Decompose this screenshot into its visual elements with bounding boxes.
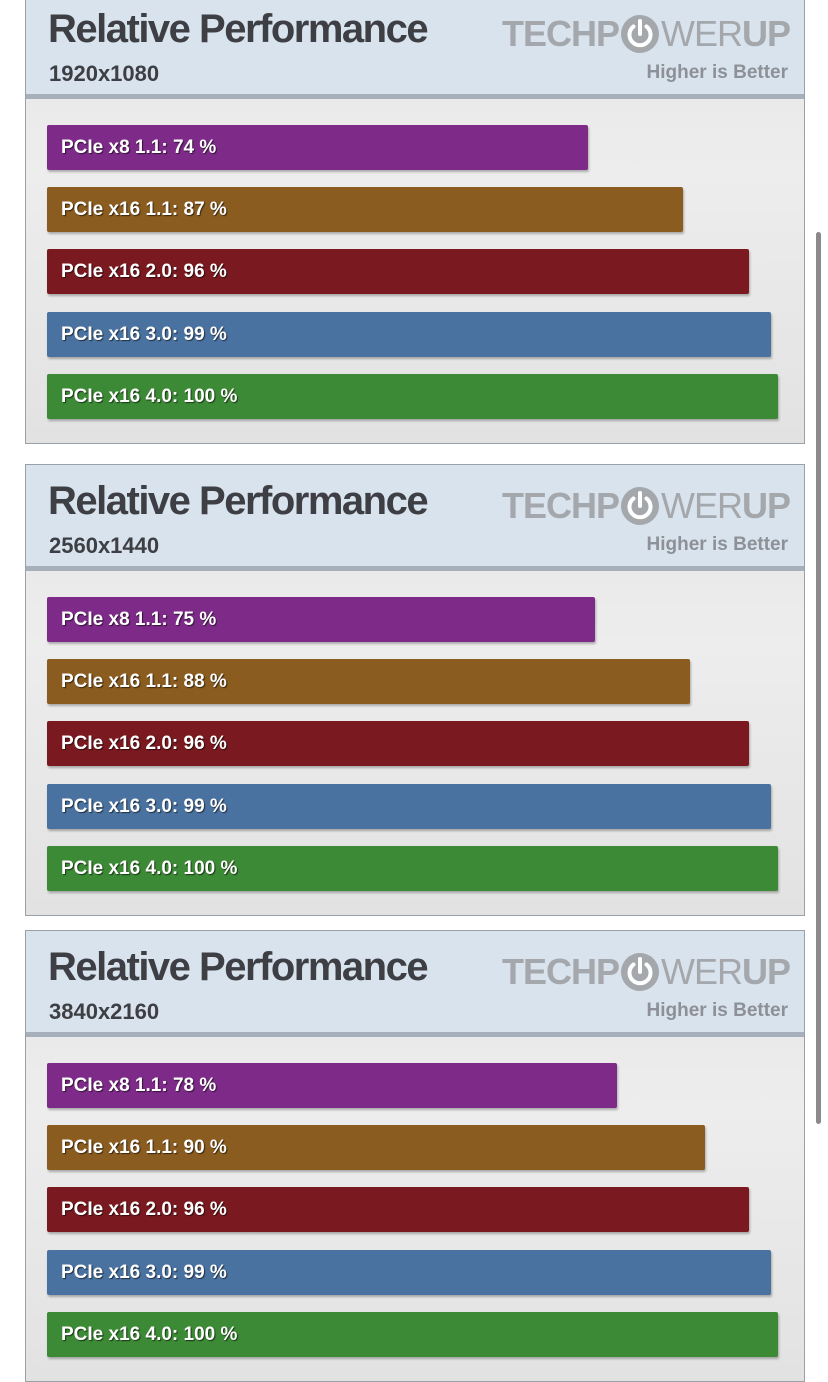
higher-is-better-label: Higher is Better <box>646 534 788 555</box>
bar-label: PCIe x16 1.1: 90 % <box>61 1137 227 1158</box>
chart-card: Relative Performance 3840x2160 TECHP WER UP H… <box>25 930 805 1382</box>
bar: PCIe x16 4.0: 100 % <box>47 374 778 419</box>
power-icon <box>620 486 660 526</box>
power-icon <box>620 952 660 992</box>
chart-card: Relative Performance 1920x1080 TECHP WER UP H… <box>25 0 805 444</box>
bar: PCIe x16 1.1: 87 % <box>47 187 683 232</box>
power-icon <box>620 14 660 54</box>
bar: PCIe x16 1.1: 88 % <box>47 659 690 704</box>
bar: PCIe x16 1.1: 90 % <box>47 1125 705 1170</box>
chart-title: Relative Performance <box>48 7 429 51</box>
chart-subtitle: 1920x1080 <box>49 61 160 86</box>
chart-subtitle: 3840x2160 <box>49 999 160 1024</box>
bar-label: PCIe x8 1.1: 74 % <box>61 137 217 158</box>
chart-header: Relative Performance 2560x1440 TECHP WER UP H… <box>26 465 804 571</box>
bar: PCIe x8 1.1: 75 % <box>47 597 595 642</box>
logo-text-prefix: TECHP <box>501 13 620 54</box>
bar-label: PCIe x16 3.0: 99 % <box>61 324 227 345</box>
bar: PCIe x16 2.0: 96 % <box>47 1187 749 1232</box>
bar: PCIe x16 3.0: 99 % <box>47 784 771 829</box>
bar: PCIe x8 1.1: 74 % <box>47 125 588 170</box>
bar: PCIe x8 1.1: 78 % <box>47 1063 617 1108</box>
chart-header: Relative Performance 3840x2160 TECHP WER UP H… <box>26 931 804 1037</box>
higher-is-better-label: Higher is Better <box>646 1000 788 1021</box>
bar-label: PCIe x16 2.0: 96 % <box>61 733 227 754</box>
logo-text-suffix: UP <box>741 13 791 54</box>
logo-text-prefix: TECHP <box>501 485 620 526</box>
bar: PCIe x16 3.0: 99 % <box>47 1250 771 1295</box>
bar: PCIe x16 2.0: 96 % <box>47 721 749 766</box>
bar-label: PCIe x16 4.0: 100 % <box>61 1324 238 1345</box>
bar-label: PCIe x8 1.1: 78 % <box>61 1075 217 1096</box>
bar-label: PCIe x16 4.0: 100 % <box>61 386 238 407</box>
bar-label: PCIe x16 2.0: 96 % <box>61 1199 227 1220</box>
higher-is-better-label: Higher is Better <box>646 62 788 83</box>
logo-text-mid: WER <box>660 485 743 526</box>
logo-text-mid: WER <box>660 13 743 54</box>
bar: PCIe x16 4.0: 100 % <box>47 846 778 891</box>
techpowerup-logo: TECHP WER UP <box>501 951 791 993</box>
bar-label: PCIe x16 1.1: 88 % <box>61 671 227 692</box>
logo-text-mid: WER <box>660 951 743 992</box>
bar-label: PCIe x16 3.0: 99 % <box>61 1262 227 1283</box>
bar-area: PCIe x8 1.1: 75 % PCIe x16 1.1: 88 % PCIe … <box>26 571 804 915</box>
bar: PCIe x16 4.0: 100 % <box>47 1312 778 1357</box>
bar-label: PCIe x16 3.0: 99 % <box>61 796 227 817</box>
chart-header: Relative Performance 1920x1080 TECHP WER UP H… <box>26 0 804 99</box>
bar-area: PCIe x8 1.1: 74 % PCIe x16 1.1: 87 % PCIe … <box>26 99 804 443</box>
techpowerup-logo: TECHP WER UP <box>501 485 791 527</box>
chart-card: Relative Performance 2560x1440 TECHP WER UP H… <box>25 464 805 916</box>
chart-title: Relative Performance <box>48 945 429 989</box>
bar-label: PCIe x16 1.1: 87 % <box>61 199 227 220</box>
bar-label: PCIe x8 1.1: 75 % <box>61 609 217 630</box>
bar-label: PCIe x16 4.0: 100 % <box>61 858 238 879</box>
bar-label: PCIe x16 2.0: 96 % <box>61 261 227 282</box>
bar: PCIe x16 3.0: 99 % <box>47 312 771 357</box>
logo-text-prefix: TECHP <box>501 951 620 992</box>
logo-text-suffix: UP <box>741 485 791 526</box>
chart-title: Relative Performance <box>48 479 429 523</box>
logo-text-suffix: UP <box>741 951 791 992</box>
bar-area: PCIe x8 1.1: 78 % PCIe x16 1.1: 90 % PCIe … <box>26 1037 804 1381</box>
techpowerup-logo: TECHP WER UP <box>501 13 791 55</box>
scrollbar[interactable] <box>816 232 821 1124</box>
bar: PCIe x16 2.0: 96 % <box>47 249 749 294</box>
chart-subtitle: 2560x1440 <box>49 533 160 558</box>
